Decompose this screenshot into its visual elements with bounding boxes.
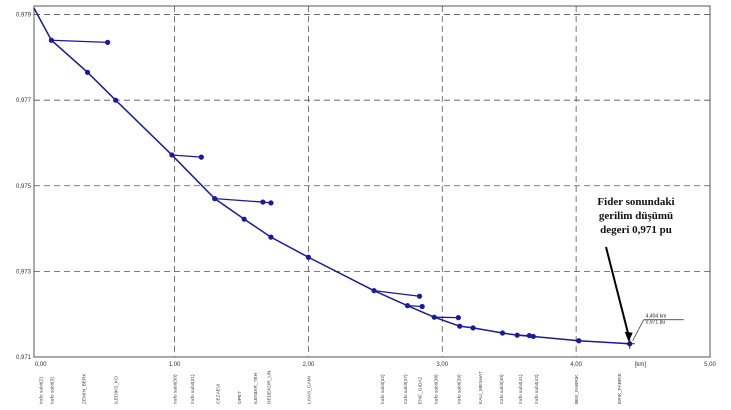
node-label: DEDEKOR_UN [266, 370, 272, 404]
data-point [500, 330, 505, 335]
annotation-line: degeri 0,971 pu [600, 224, 672, 236]
node-label: ILEDIKS_KO [114, 376, 120, 404]
node-label: ENC_GIDA2 [418, 376, 424, 404]
node-label: ZEMIN_BERK [82, 373, 88, 404]
x-tick-label: 0,00 [35, 362, 47, 368]
data-point [85, 70, 90, 75]
node-label: trafo sabit(39) [456, 374, 462, 404]
x-tick-label: 3,00 [436, 362, 448, 368]
node-label: trafo sabit(2) [39, 377, 45, 404]
branch-point [105, 40, 110, 45]
node-label: trafo sabit(40) [499, 374, 505, 404]
data-point [49, 38, 54, 43]
node-label: trafo sabit(37) [403, 374, 409, 404]
x-tick-label: 5,00 [704, 362, 716, 368]
node-label: trafo sabit(3) [49, 377, 55, 404]
data-point [212, 196, 217, 201]
y-tick-label: 0,973 [16, 269, 32, 275]
data-point [306, 255, 311, 260]
node-label: LIVAS_CAMI [306, 376, 312, 404]
branch-point [456, 315, 461, 320]
node-label: trafo sabit(31) [190, 374, 196, 404]
data-point [576, 338, 581, 343]
x-tick-label: 1,00 [169, 362, 181, 368]
node-label: trafo sabit(32) [380, 374, 386, 404]
branch-point [199, 155, 204, 160]
node-label: ILENDIR_TEH [253, 372, 259, 404]
x-unit-label: [km] [635, 362, 647, 368]
data-point [531, 334, 536, 339]
data-point [169, 152, 174, 157]
node-label: CEZAEVI [215, 383, 221, 404]
node-label: trafo sabit(38) [434, 374, 440, 404]
plot-frame [34, 6, 710, 357]
node-label: OPET [237, 391, 243, 404]
branch-point [268, 200, 273, 205]
data-point [470, 325, 475, 330]
data-point [113, 98, 118, 103]
node-label: ERIK_FABRIK [617, 372, 623, 404]
data-point [242, 217, 247, 222]
data-point [432, 315, 437, 320]
x-tick-label: 2,00 [303, 362, 315, 368]
node-label: KALI_MESHAT [478, 371, 484, 404]
data-point [268, 235, 273, 240]
data-point [515, 333, 520, 338]
y-tick-label: 0,975 [16, 184, 32, 190]
annotation-line: gerilim düşümü [599, 210, 673, 222]
node-label: trafo sabit(30) [173, 374, 179, 404]
annotation-line: Fider sonundaki [597, 196, 674, 208]
node-label: trafo sabit(41) [518, 374, 524, 404]
branch-point [417, 294, 422, 299]
branch-point [420, 304, 425, 309]
y-tick-label: 0,971 [16, 355, 32, 361]
y-tick-label: 0,977 [16, 98, 32, 104]
data-point [405, 303, 410, 308]
branch-point [260, 199, 265, 204]
y-tick-label: 0,979 [16, 13, 32, 19]
callout-text: 0,971 pu [646, 320, 666, 326]
data-point [371, 288, 376, 293]
x-tick-label: 4,00 [570, 362, 582, 368]
node-label: BEK_FABRIK [574, 374, 580, 404]
node-label: trafo sabit(42) [534, 374, 540, 404]
data-point [457, 324, 462, 329]
